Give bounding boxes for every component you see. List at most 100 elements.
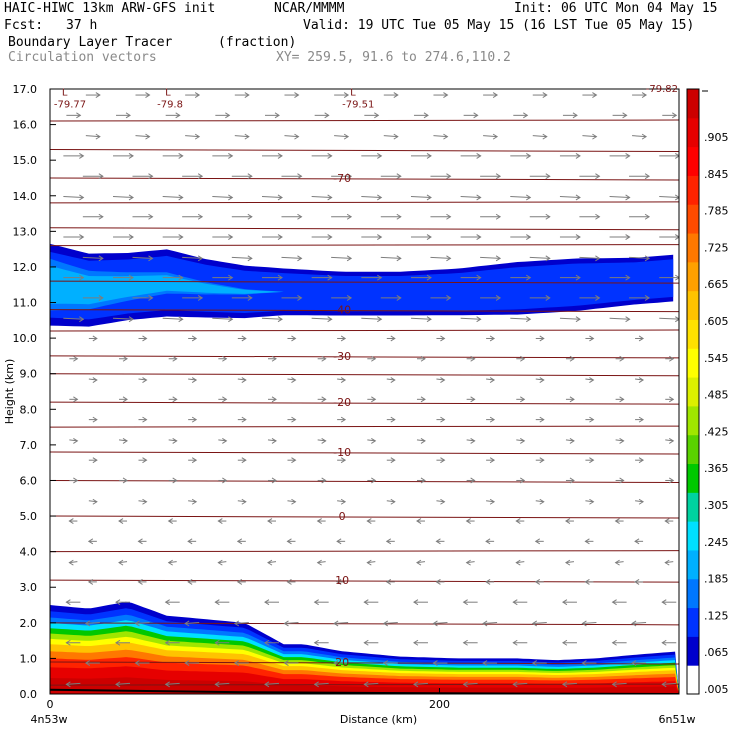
vector-arrow-head [443,92,449,98]
vector-arrow-head [476,316,482,323]
vector-arrow [138,378,147,381]
vector-arrow-head [526,274,532,281]
vector-arrow-head [446,294,452,301]
vector-arrow-head [495,294,502,301]
vector-arrow-head [495,255,502,262]
y-tick-label: 15.0 [13,154,38,167]
vector-arrow-head [291,498,297,505]
colorbar-swatch [687,204,699,234]
vector-arrow [632,135,647,138]
vector-arrow-head [435,538,441,545]
vector-arrow-head [416,559,422,566]
vector-arrow-head [164,599,170,606]
vector-arrow-head [271,437,277,444]
vector-arrow-head [396,255,402,262]
x-tick-label: 0 [47,698,54,711]
colorbar-label: .005 [704,683,729,696]
contour-label: 20 [335,656,349,669]
vector-arrow-head [625,194,631,201]
contour-label: -70 [333,172,351,185]
vector-arrow-head [142,498,148,505]
y-tick-label: 5.0 [20,510,38,523]
vector-arrow-head [283,620,289,627]
vector-arrow-head [122,355,128,362]
contour-label: -20 [333,396,351,409]
vector-arrow [615,439,624,442]
vector-arrow-head [244,92,250,98]
vector-arrow-head [197,294,204,301]
vector-arrow-head [426,152,432,159]
vector-arrow [234,135,249,138]
vector-arrow-head [432,660,438,666]
vector-arrow-head [363,639,369,646]
upper-layer-band-2 [50,251,674,320]
colorbar-label: .305 [704,499,729,512]
vector-arrow-head [128,274,134,281]
vector-arrow-head [68,518,74,524]
vector-arrow [480,256,501,259]
vector-arrow-head [611,639,617,646]
vector-arrow-head [682,661,686,666]
vector-arrow-head [396,294,402,301]
vector-arrow [135,135,150,138]
vector-arrow-head [382,620,389,627]
contour-line [50,280,679,284]
vector-arrow-head [128,194,134,201]
vector-arrow-head [420,355,426,362]
vector-arrow [516,439,525,442]
colorbar-swatch [687,117,699,148]
vector-arrow-head [440,335,446,342]
vector-arrow-head [390,498,396,505]
vector-arrow [510,317,531,320]
vector-arrow-head [390,335,396,342]
vector-arrow-head [142,457,148,464]
vector-arrow-head [178,274,184,281]
vector-arrow-head [191,416,198,423]
vector-arrow [609,317,630,320]
vector-arrow-head [222,477,228,484]
vector-arrow-head [619,355,625,362]
valid-time: Valid: 19 UTC Tue 05 May 15 (16 LST Tue … [303,18,695,33]
colorbar-label: .245 [704,536,729,549]
vector-arrow-head [118,518,124,524]
vector-arrow-head [134,620,140,627]
vector-arrow [361,195,382,198]
vector-arrow-head [327,316,333,323]
vector-arrow-head [476,274,482,281]
vector-arrow [532,135,547,138]
vector-arrow-head [172,477,178,484]
vector-arrow-head [84,660,91,666]
vector-arrow-head [485,538,491,545]
vector-arrow-head [79,274,85,281]
low-marker: L [350,88,356,99]
colorbar-label: .785 [704,205,729,218]
vector-arrow-head [562,599,568,606]
vector-arrow-head [228,274,234,281]
vector-arrow-head [446,255,452,262]
vector-arrow-head [291,377,297,383]
vector-arrow [135,621,150,624]
contour-label: -10 [333,446,351,459]
vector-arrow-head [638,416,645,423]
vector-arrow-head [225,112,231,119]
vector-arrow-head [346,294,353,301]
contour-line [50,661,679,665]
center-label: NCAR/MMMM [274,1,345,16]
colorbar-swatch [687,261,699,292]
y-tick-label: 1.0 [20,652,38,665]
vector-arrow-head [482,660,488,666]
vector-arrow-head [125,112,131,119]
vector-arrow-head [277,274,283,281]
vector-arrow-head [396,213,402,220]
vector-arrow-head [115,599,121,606]
vector-arrow-head [92,335,98,342]
vector-arrow [168,439,177,442]
low-marker: L [165,88,171,99]
vector-arrow-head [644,255,651,262]
corner-label: -79.82 [646,84,678,95]
vector-arrow-head [346,173,353,180]
vector-arrow-head [443,133,449,140]
vector-arrow [483,135,498,138]
vector-arrow-head [440,377,446,383]
vector-arrow-head [462,599,468,606]
